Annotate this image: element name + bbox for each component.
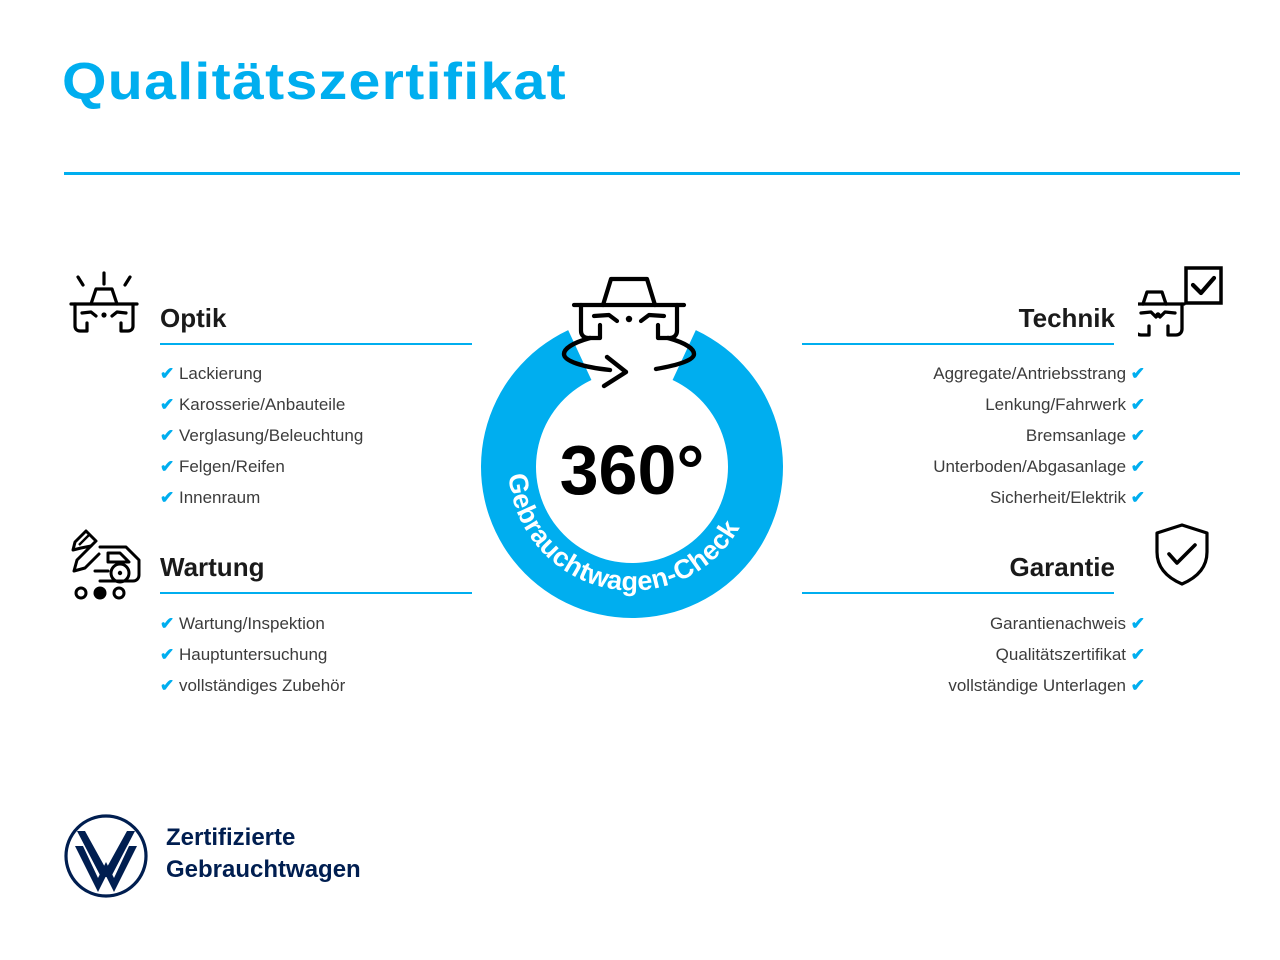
svg-text:Gebrauchtwagen-Check: Gebrauchtwagen-Check bbox=[502, 471, 745, 596]
